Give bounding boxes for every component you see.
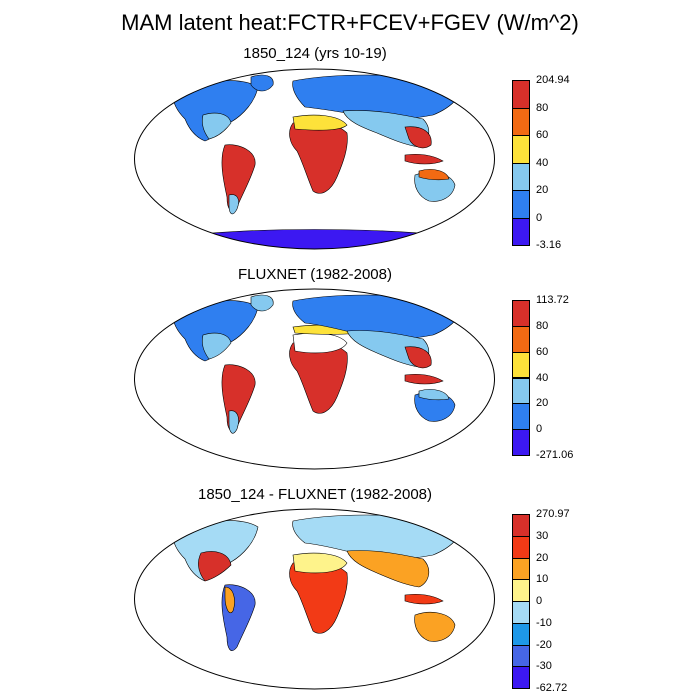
sahara-band <box>292 114 348 131</box>
colorbar-label: 30 <box>536 529 549 542</box>
indonesia-land <box>404 153 444 165</box>
colorbar-label: 204.94 <box>536 74 570 86</box>
colorbar-label: -10 <box>536 616 552 629</box>
panel-3-colorbar <box>512 514 530 689</box>
antarctica-land <box>172 229 464 249</box>
colorbar-segment <box>512 535 530 559</box>
colorbar-label: 20 <box>536 184 549 196</box>
colorbar-label: 0 <box>536 423 543 436</box>
colorbar-label: 0 <box>536 211 543 224</box>
indonesia-land <box>404 593 444 605</box>
colorbar-segment <box>512 579 530 602</box>
southeast-asia-land <box>404 346 432 369</box>
panel-3-map <box>134 508 495 690</box>
panel-1-title: 1850_124 (yrs 10-19) <box>243 45 387 62</box>
colorbar-label: 60 <box>536 129 549 141</box>
south-america-west <box>224 586 235 614</box>
colorbar-label: 80 <box>536 101 549 114</box>
africa-land <box>289 341 348 414</box>
colorbar-segment <box>512 429 530 456</box>
colorbar-segment <box>512 644 530 668</box>
colorbar-label: -20 <box>536 638 552 651</box>
africa-land <box>289 561 348 634</box>
colorbar-segment <box>512 666 530 689</box>
colorbar-segment <box>512 351 530 379</box>
southeast-asia-land <box>404 126 432 149</box>
north-america-east <box>201 332 232 360</box>
colorbar-label: 20 <box>536 551 549 564</box>
north-america-east <box>198 551 232 582</box>
colorbar-label: 40 <box>536 371 549 384</box>
colorbar-label: -3.16 <box>536 239 562 251</box>
australia-north <box>418 389 450 401</box>
colorbar-label: 0 <box>536 595 543 607</box>
australia-land <box>414 612 456 642</box>
panel-1-colorbar <box>512 80 530 246</box>
colorbar-label: 10 <box>536 573 549 586</box>
australia-north <box>418 169 450 181</box>
africa-land <box>289 121 348 194</box>
colorbar-segment <box>512 162 530 191</box>
panel-2-colorbar <box>512 300 530 456</box>
south-america-south <box>228 410 239 434</box>
colorbar-segment <box>512 514 530 537</box>
greenland-land <box>250 294 274 312</box>
colorbar-label: 270.97 <box>536 508 570 520</box>
panel-2-title: FLUXNET (1982-2008) <box>238 266 392 283</box>
colorbar-segment <box>512 377 530 405</box>
colorbar-segment <box>512 403 530 431</box>
colorbar-segment <box>512 325 530 353</box>
panel-2-map <box>134 288 495 470</box>
colorbar-segment <box>512 217 530 246</box>
greenland-land <box>250 74 274 92</box>
north-america-east <box>201 112 232 140</box>
south-america-south <box>228 194 239 215</box>
colorbar-segment <box>512 601 530 624</box>
colorbar-segment <box>512 190 530 219</box>
colorbar-segment <box>512 80 530 109</box>
colorbar-label: -62.72 <box>536 682 568 694</box>
panel-1-map <box>134 68 495 250</box>
colorbar-segment <box>512 557 530 581</box>
colorbar-label: 20 <box>536 397 549 410</box>
colorbar-segment <box>512 107 530 136</box>
colorbar-label: 113.72 <box>536 294 569 306</box>
colorbar-segment <box>512 300 530 327</box>
colorbar-label: 80 <box>536 319 549 332</box>
colorbar-segment <box>512 135 530 164</box>
indonesia-land <box>404 373 444 385</box>
colorbar-segment <box>512 622 530 646</box>
south-asia-land <box>346 550 430 588</box>
colorbar-label: -30 <box>536 660 552 673</box>
colorbar-label: 40 <box>536 156 549 169</box>
sahara-band <box>292 552 348 574</box>
figure-title: MAM latent heat:FCTR+FCEV+FGEV (W/m^2) <box>121 10 579 35</box>
colorbar-label: -271.06 <box>536 449 574 461</box>
colorbar-label: 60 <box>536 345 549 358</box>
panel-3-title: 1850_124 - FLUXNET (1982-2008) <box>197 486 433 503</box>
